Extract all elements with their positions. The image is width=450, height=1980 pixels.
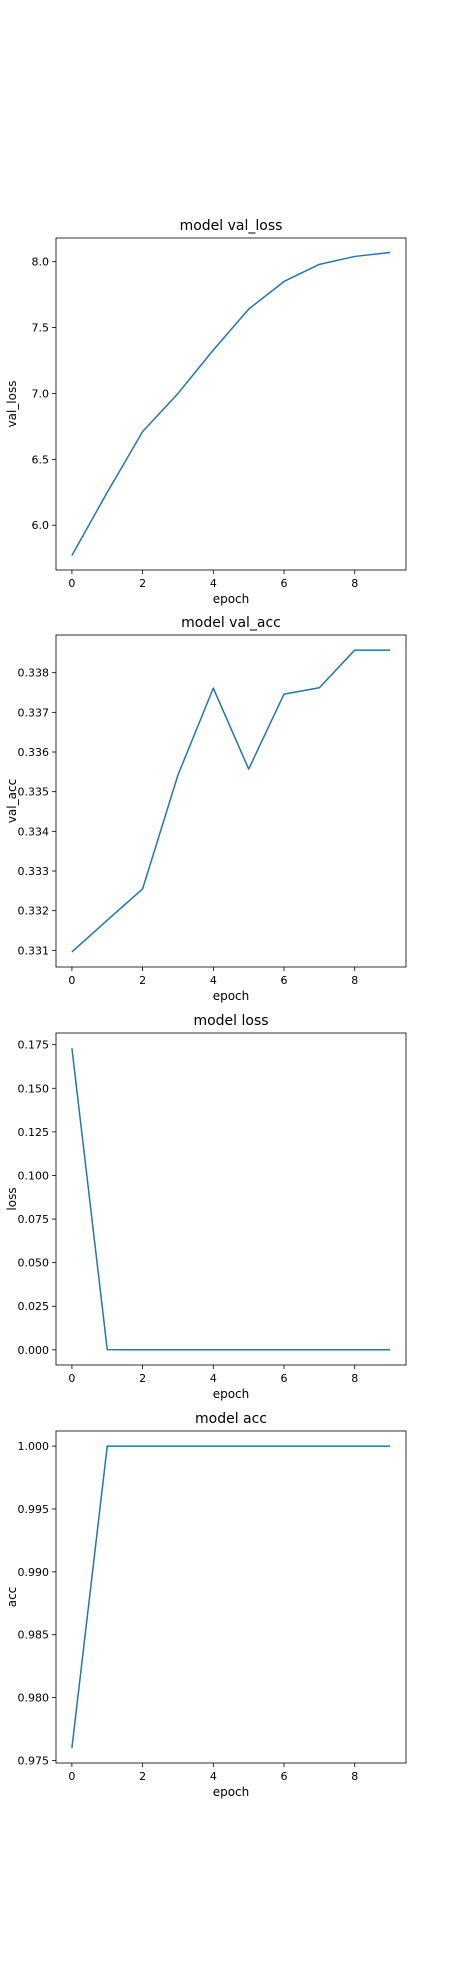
x-tick-label: 6: [281, 1770, 288, 1783]
x-tick-label: 6: [281, 577, 288, 590]
axes-frame: [56, 1431, 406, 1763]
y-tick-label: 6.5: [32, 453, 50, 466]
x-axis-label: epoch: [213, 1387, 250, 1401]
y-tick-label: 0.000: [18, 1344, 50, 1357]
y-tick-label: 0.125: [18, 1126, 50, 1139]
x-tick-label: 0: [68, 974, 75, 987]
chart-panel: model loss 0 2 4 6 8 0.000 0.025 0.050 0.075 0.100…: [5, 1013, 406, 1401]
y-axis-label: val_acc: [5, 779, 19, 823]
chart-panel: model acc 0 2 4 6 8 0.975 0.980 0.985 0.990 0.995 1…: [5, 1411, 406, 1799]
y-tick-label: 0.331: [18, 944, 50, 957]
y-axis-label: loss: [5, 1187, 19, 1210]
x-tick-label: 8: [351, 974, 358, 987]
x-tick-label: 4: [210, 577, 217, 590]
y-tick-label: 0.336: [18, 746, 50, 759]
x-tick-label: 2: [139, 974, 146, 987]
y-tick-label: 0.975: [18, 1754, 50, 1767]
x-tick-label: 0: [68, 1372, 75, 1385]
series-line: [72, 1446, 390, 1748]
x-tick-label: 6: [281, 1372, 288, 1385]
chart-title: model acc: [195, 1411, 267, 1427]
y-tick-label: 0.150: [18, 1082, 50, 1095]
y-tick-label: 0.050: [18, 1257, 50, 1270]
y-tick-label: 0.985: [18, 1629, 50, 1642]
series-line: [72, 1048, 390, 1350]
axes-frame: [56, 1033, 406, 1365]
axes-frame: [56, 635, 406, 967]
x-tick-label: 2: [139, 1770, 146, 1783]
chart-panel: model val_loss 0 2 4 6 8 6.0 6.5 7.0 7.5 8.0 epoch v…: [5, 218, 406, 606]
x-tick-label: 8: [351, 1372, 358, 1385]
chart-title: model val_loss: [180, 218, 283, 234]
series-line: [72, 252, 390, 555]
series-line: [72, 650, 390, 952]
y-tick-label: 7.5: [32, 322, 50, 335]
x-tick-label: 8: [351, 1770, 358, 1783]
x-axis-label: epoch: [213, 989, 250, 1003]
y-tick-label: 0.990: [18, 1566, 50, 1579]
y-tick-label: 7.0: [32, 387, 50, 400]
x-tick-label: 6: [281, 974, 288, 987]
chart-title: model val_acc: [181, 615, 281, 631]
x-tick-label: 0: [68, 1770, 75, 1783]
x-tick-label: 4: [210, 1770, 217, 1783]
y-tick-label: 6.0: [32, 519, 50, 532]
y-axis-label: val_loss: [5, 381, 19, 428]
y-tick-label: 0.332: [18, 905, 50, 918]
x-axis-label: epoch: [213, 1785, 250, 1799]
x-tick-label: 4: [210, 1372, 217, 1385]
y-tick-label: 8.0: [32, 256, 50, 269]
y-axis-label: acc: [5, 1587, 19, 1608]
x-tick-label: 2: [139, 1372, 146, 1385]
chart-title: model loss: [193, 1013, 268, 1029]
chart-panel: model val_acc 0 2 4 6 8 0.331 0.332 0.333 0.334 0.…: [5, 615, 406, 1003]
y-tick-label: 0.338: [18, 667, 50, 680]
y-tick-label: 0.980: [18, 1692, 50, 1705]
x-tick-label: 4: [210, 974, 217, 987]
y-tick-label: 1.000: [18, 1440, 50, 1453]
y-tick-label: 0.175: [18, 1039, 50, 1052]
y-tick-label: 0.337: [18, 706, 50, 719]
y-tick-label: 0.335: [18, 786, 50, 799]
y-tick-label: 0.334: [18, 825, 50, 838]
y-tick-label: 0.333: [18, 865, 50, 878]
y-tick-label: 0.100: [18, 1169, 50, 1182]
y-tick-label: 0.075: [18, 1213, 50, 1226]
x-tick-label: 8: [351, 577, 358, 590]
axes-frame: [56, 238, 406, 570]
x-tick-label: 0: [68, 577, 75, 590]
x-axis-label: epoch: [213, 592, 250, 606]
x-tick-label: 2: [139, 577, 146, 590]
y-tick-label: 0.995: [18, 1503, 50, 1516]
y-tick-label: 0.025: [18, 1300, 50, 1313]
